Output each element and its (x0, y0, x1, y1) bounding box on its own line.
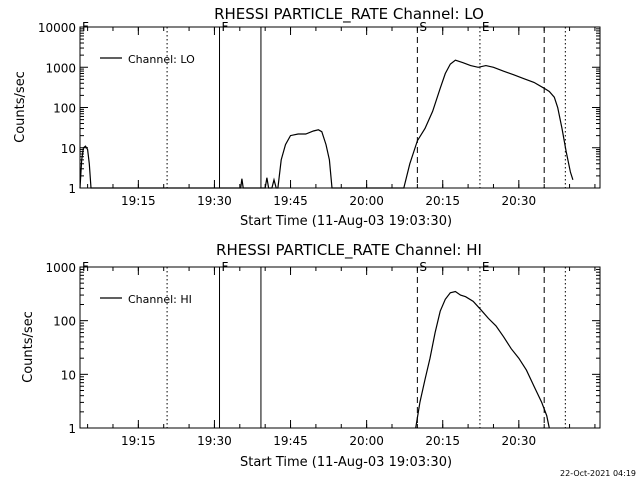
top-panel-xlabel: Start Time (11-Aug-03 19:03:30) (240, 214, 452, 229)
bottom-x-tick-label: 20:00 (349, 434, 384, 448)
top-panel-legend-label: Channel: LO (128, 53, 195, 66)
top-event-marker-label: F (222, 20, 229, 34)
top-x-tick-label: 20:00 (349, 194, 384, 208)
top-event-marker-label: F (82, 20, 89, 34)
bottom-y-tick-label: 1000 (45, 261, 76, 275)
top-y-tick-label: 10 (61, 142, 76, 156)
bottom-x-tick-label: 19:30 (197, 434, 232, 448)
bottom-panel-ylabel: Counts/sec (21, 311, 36, 383)
bottom-x-tick-label: 20:15 (425, 434, 460, 448)
bottom-event-marker-label: E (482, 260, 490, 274)
top-x-tick-label: 19:30 (197, 194, 232, 208)
top-x-tick-label: 19:15 (121, 194, 156, 208)
bottom-panel-xlabel: Start Time (11-Aug-03 19:03:30) (240, 455, 452, 470)
top-panel-title: RHESSI PARTICLE_RATE Channel: LO (214, 5, 484, 24)
bottom-panel-legend-label: Channel: HI (128, 293, 192, 306)
bottom-event-marker-label: F (82, 260, 89, 274)
top-event-marker-label: E (482, 20, 490, 34)
footer-timestamp: 22-Oct-2021 04:19 (560, 469, 636, 478)
top-panel-ylabel: Counts/sec (13, 71, 28, 143)
bottom-event-marker-label: F (222, 260, 229, 274)
top-x-tick-label: 20:15 (425, 194, 460, 208)
top-x-tick-label: 20:30 (502, 194, 537, 208)
top-x-tick-label: 19:45 (273, 194, 308, 208)
bottom-y-tick-label: 100 (53, 315, 76, 329)
bottom-x-tick-label: 19:45 (273, 434, 308, 448)
top-y-tick-label: 10000 (38, 21, 76, 35)
top-event-marker-label: S (419, 20, 427, 34)
top-y-tick-label: 1000 (45, 61, 76, 75)
bottom-panel-title: RHESSI PARTICLE_RATE Channel: HI (216, 241, 482, 260)
bottom-event-marker-label: S (419, 260, 427, 274)
bottom-series-line (415, 290, 550, 429)
top-panel: RHESSI PARTICLE_RATE Channel: LO Counts/… (13, 5, 601, 229)
bottom-y-tick-label: 1 (68, 422, 76, 436)
bottom-x-tick-label: 20:30 (502, 434, 537, 448)
bottom-panel: RHESSI PARTICLE_RATE Channel: HI Counts/… (21, 241, 601, 470)
top-y-tick-label: 1 (68, 182, 76, 196)
top-y-tick-label: 100 (53, 102, 76, 116)
top-series-line (79, 59, 574, 189)
bottom-x-tick-label: 19:15 (121, 434, 156, 448)
bottom-y-tick-label: 10 (61, 368, 76, 382)
